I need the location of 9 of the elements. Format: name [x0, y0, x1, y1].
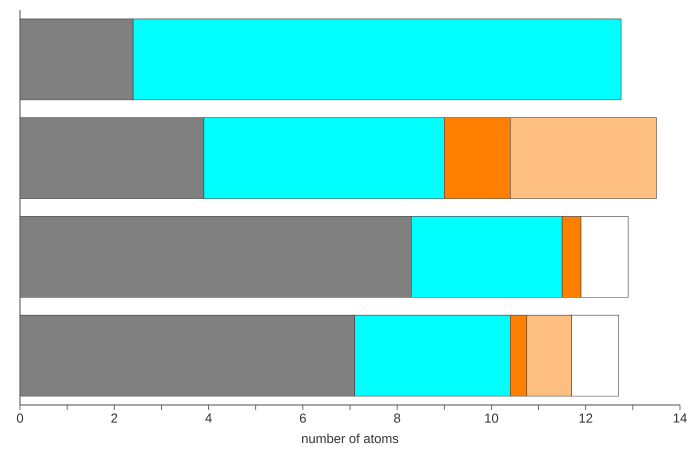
x-tick-label: 10: [485, 414, 498, 423]
x-axis-title: number of atoms: [302, 434, 398, 444]
x-tick-label: 4: [205, 414, 212, 422]
x-tick-label: 8: [394, 414, 400, 423]
x-tick-label: 6: [300, 414, 306, 423]
x-tick-label: 12: [579, 414, 592, 423]
x-tick-label: 2: [111, 414, 118, 423]
x-tick-label: 0: [16, 414, 24, 423]
x-tick-label: 14: [674, 414, 687, 422]
